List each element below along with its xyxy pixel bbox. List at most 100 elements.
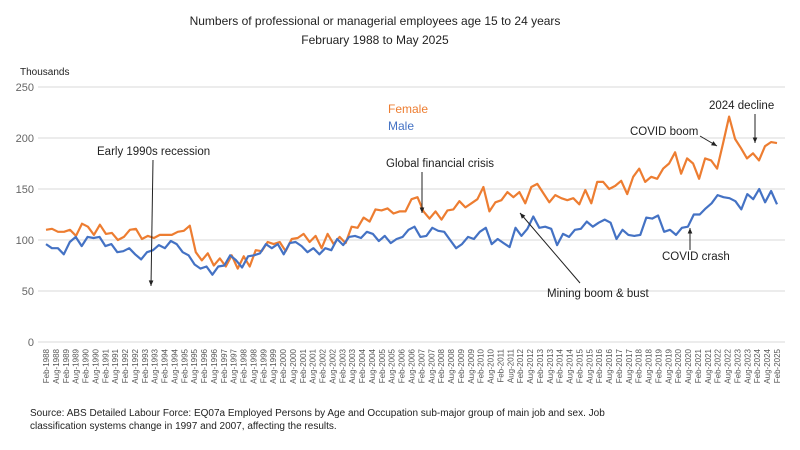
annotation-arrowhead	[752, 137, 758, 143]
x-tick-label: Aug-2018	[645, 348, 654, 383]
x-tick-label: Aug-2015	[585, 348, 594, 383]
x-tick-label: Feb-1995	[180, 348, 189, 383]
x-tick-label: Feb-2007	[417, 348, 426, 383]
x-tick-label: Feb-2005	[378, 348, 387, 383]
x-tick-label: Feb-1989	[62, 348, 71, 383]
y-tick-label: 200	[16, 133, 34, 145]
x-tick-label: Aug-2009	[467, 348, 476, 383]
x-tick-label: Feb-2015	[575, 348, 584, 383]
x-tick-label: Aug-2000	[289, 348, 298, 383]
x-tick-label: Feb-2016	[595, 348, 604, 383]
x-tick-label: Feb-2011	[496, 348, 505, 382]
annotation-label: Early 1990s recession	[97, 146, 210, 158]
x-tick-label: Feb-2021	[694, 348, 703, 383]
annotation-arrowhead	[148, 280, 154, 286]
x-tick-label: Feb-1996	[200, 348, 209, 383]
x-tick-label: Feb-2001	[299, 348, 308, 383]
x-tick-label: Feb-1991	[101, 348, 110, 383]
annotation-label: Mining boom & bust	[547, 288, 649, 300]
gridlines	[38, 86, 785, 343]
x-tick-label: Feb-1994	[161, 348, 170, 383]
annotation-label: COVID boom	[630, 126, 698, 138]
x-tick-label: Feb-2023	[733, 348, 742, 383]
x-tick-label: Aug-1993	[151, 348, 160, 383]
x-tick-label: Feb-1992	[121, 348, 130, 383]
x-tick-label: Feb-1997	[220, 348, 229, 383]
x-tick-label: Aug-2005	[388, 348, 397, 383]
series-lines	[45, 115, 779, 276]
x-tick-label: Feb-2018	[635, 348, 644, 383]
x-axis-ticks: Feb-1988 Aug-1988 Feb-1989 Aug-1989 Feb-1990…	[42, 348, 782, 383]
x-tick-label: Aug-1990	[91, 348, 100, 383]
x-tick-label: Feb-1998	[240, 348, 249, 383]
y-tick-label: 0	[28, 337, 34, 349]
x-tick-label: Aug-2010	[487, 348, 496, 383]
x-tick-label: Feb-1990	[82, 348, 91, 383]
chart-subtitle: February 1988 to May 2025	[301, 33, 449, 47]
x-tick-label: Aug-1994	[170, 348, 179, 383]
x-tick-label: Aug-2008	[447, 348, 456, 383]
x-tick-label: Aug-2003	[348, 348, 357, 383]
x-tick-label: Feb-2006	[398, 348, 407, 383]
legend: Female Male	[388, 102, 428, 133]
chart-source-note: Source: ABS Detailed Labour Force: EQ07a…	[30, 408, 605, 432]
annotation-arrowhead	[419, 207, 425, 213]
x-tick-label: Aug-2006	[408, 348, 417, 383]
x-tick-label: Feb-2004	[358, 348, 367, 383]
x-tick-label: Aug-1995	[190, 348, 199, 383]
x-tick-label: Aug-2012	[526, 348, 535, 383]
x-tick-label: Feb-2014	[556, 348, 565, 383]
annotation-label: Global financial crisis	[386, 158, 494, 170]
y-axis-unit-label: Thousands	[20, 67, 69, 78]
annotation-arrowhead	[520, 213, 526, 219]
annotation-label: 2024 decline	[709, 100, 774, 112]
x-tick-label: Feb-2025	[773, 348, 782, 383]
annotations: Early 1990s recession Global financial cr…	[97, 100, 774, 300]
y-tick-label: 50	[22, 286, 34, 298]
x-tick-label: Aug-1991	[111, 348, 120, 383]
annotation-arrowhead	[687, 228, 693, 234]
x-tick-label: Aug-2013	[546, 348, 555, 383]
x-tick-label: Feb-2022	[714, 348, 723, 383]
annotation-arrowhead	[711, 141, 717, 146]
x-tick-label: Aug-1992	[131, 348, 140, 383]
x-tick-label: Aug-2004	[368, 348, 377, 383]
x-tick-label: Aug-1997	[230, 348, 239, 383]
x-tick-label: Feb-2019	[654, 348, 663, 383]
x-tick-label: Aug-2019	[664, 348, 673, 383]
chart-title: Numbers of professional or managerial em…	[190, 14, 561, 28]
x-tick-label: Feb-2009	[457, 348, 466, 383]
y-axis-ticks: 0 50 100 150 200 250	[16, 82, 34, 349]
x-tick-label: Feb-2008	[437, 348, 446, 383]
x-tick-label: Aug-1998	[249, 348, 258, 383]
legend-male: Male	[388, 119, 414, 133]
x-tick-label: Aug-2007	[427, 348, 436, 383]
y-tick-label: 100	[16, 235, 34, 247]
x-tick-label: Feb-2024	[753, 348, 762, 383]
x-tick-label: Aug-2021	[704, 348, 713, 383]
x-tick-label: Aug-1989	[72, 348, 81, 383]
x-tick-label: Feb-2002	[319, 348, 328, 383]
x-tick-label: Aug-2017	[625, 348, 634, 383]
y-tick-label: 250	[16, 82, 34, 94]
x-tick-label: Feb-1993	[141, 348, 150, 383]
x-tick-label: Aug-1988	[52, 348, 61, 383]
annotation-arrow	[150, 159, 154, 287]
x-tick-label: Feb-2017	[615, 348, 624, 383]
x-tick-label: Aug-1999	[269, 348, 278, 383]
x-tick-label: Aug-2011	[506, 348, 515, 383]
x-tick-label: Feb-1988	[42, 348, 51, 383]
x-tick-label: Feb-2012	[516, 348, 525, 383]
series-line-female	[45, 115, 778, 270]
x-tick-label: Aug-2020	[684, 348, 693, 383]
x-tick-label: Aug-1996	[210, 348, 219, 383]
annotation-arrow	[519, 212, 581, 284]
x-tick-label: Aug-2022	[724, 348, 733, 383]
x-tick-label: Aug-2016	[605, 348, 614, 383]
y-tick-label: 150	[16, 184, 34, 196]
legend-female: Female	[388, 102, 428, 116]
x-tick-label: Aug-2014	[566, 348, 575, 383]
series-line-male	[45, 187, 779, 276]
x-tick-label: Aug-2023	[743, 348, 752, 383]
